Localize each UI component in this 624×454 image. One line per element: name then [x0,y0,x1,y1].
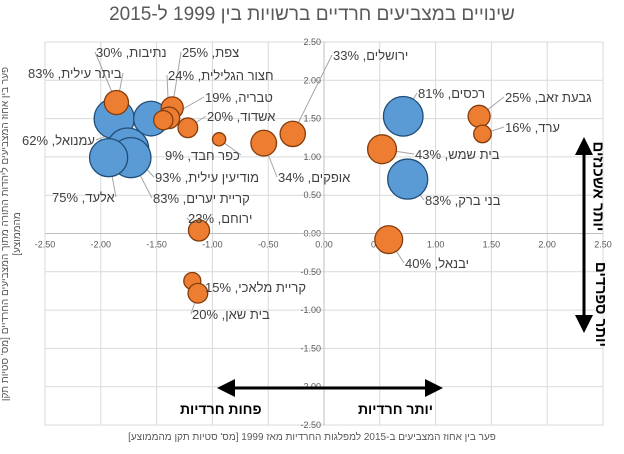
bubble-15 [187,219,211,242]
y-tick-label: 1.00 [303,152,321,162]
y-tick-label: -2.50 [300,420,321,430]
y-tick-label: -1.50 [300,343,321,353]
x-tick-label: -2.50 [35,240,56,250]
bubble-6 [387,158,429,200]
bubble-12 [211,132,227,147]
point-label: אופקים, 34% [278,170,351,185]
bubble-17 [187,282,209,304]
x-axis-title: פער בין אחוז המצביעים ב-2015 למפלגות החר… [128,432,496,443]
point-label: טבריה, 19% [205,90,273,105]
annotation-more-sephardi: יותר ספרדים [592,261,610,348]
point-label: ערד, 16% [505,120,560,135]
point-label: אלעד, 75% [52,190,115,205]
annotation-more-haredi: יותר חרדיות [358,401,433,417]
annotation-more-ashkenazi: יותר אשכנזים [589,141,607,232]
bubble-4 [88,137,129,178]
bubble-11 [177,117,199,139]
point-label: רכסים, 81% [418,86,486,101]
bubble-13 [250,129,278,157]
bubble-10 [153,109,174,131]
x-tick-label: -1.00 [202,240,223,250]
point-label: קריית יערים, 83% [153,191,250,206]
y-tick-label: -1.00 [300,305,321,315]
y-tick-label: 2.50 [303,37,321,47]
point-label: בית שמש, 43% [415,147,500,162]
point-label: גבעת זאב, 25% [505,90,592,105]
bubble-21 [374,225,404,255]
bubble-19 [467,104,491,128]
point-label: ירושלים, 33% [333,48,409,63]
point-label: צפת, 25% [182,45,240,60]
point-label: נתיבות, 30% [96,45,167,60]
x-tick-label: 1.00 [427,240,445,250]
x-tick-label: -1.50 [146,240,167,250]
y-tick-label: 0.50 [303,190,321,200]
leader-line [292,54,333,135]
bubble-18 [366,134,398,165]
x-tick-label: 2.50 [594,240,612,250]
point-label: כפר חבד, 9% [165,148,240,163]
annotation-less-haredi: פחות חרדיות [180,401,262,417]
bubble-5 [382,95,424,137]
y-tick-label: 2.00 [303,75,321,85]
point-label: יבנאל, 40% [405,256,469,271]
point-label: בני ברק, 83% [425,193,501,208]
chart-title: שינויים במצביעים חרדיים ברשויות בין 1999… [109,4,515,25]
point-label: בית שאן, 20% [192,307,270,322]
point-label: ירוחם, 23% [188,211,253,226]
point-label: קריית מלאכי, 15% [205,280,307,295]
x-tick-label: 2.00 [538,240,556,250]
point-label: עמנואל, 62% [22,133,95,148]
data-points [88,89,492,304]
x-tick-label: -0.50 [258,240,279,250]
bubble-14 [279,120,307,148]
point-label: חצור הגלילית, 24% [168,68,274,83]
bubble-20 [473,124,492,144]
point-label: מודיעין עילית, 93% [155,170,260,185]
y-tick-label: 1.50 [303,114,321,124]
bubble-7 [103,89,130,116]
y-axis-title: פער בין אחוז המצביעים ליהדות התורה מתוך … [0,66,23,402]
y-tick-label: -0.50 [300,267,321,277]
point-label: ביתר עילית, 83% [28,66,122,81]
point-label: אשדוד, 20% [207,109,276,124]
x-tick-label: -2.00 [91,240,112,250]
x-tick-label: 1.50 [483,240,501,250]
